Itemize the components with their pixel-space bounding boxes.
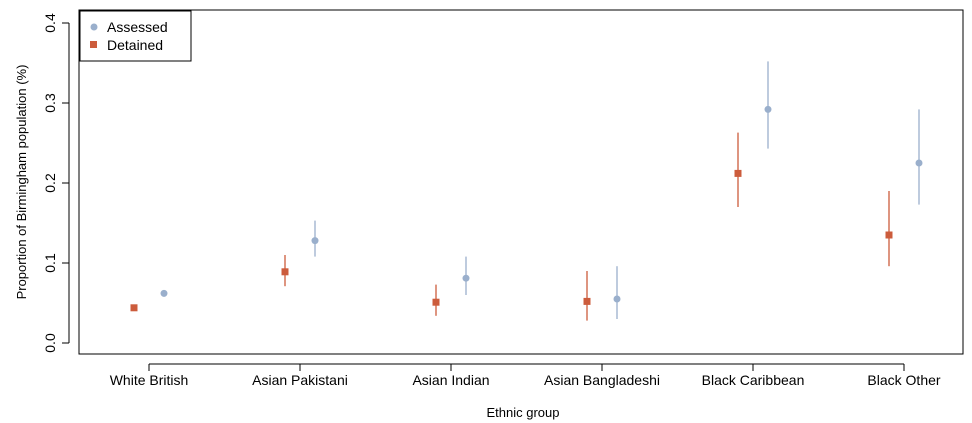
assessed-point bbox=[764, 105, 772, 113]
detained-point bbox=[734, 169, 742, 177]
y-tick-label: 0.0 bbox=[42, 333, 58, 353]
detained-point bbox=[281, 268, 289, 276]
assessed-point bbox=[462, 274, 470, 282]
y-axis-title: Proportion of Birmingham population (%) bbox=[14, 65, 29, 300]
detained-point bbox=[130, 304, 138, 312]
detained-point bbox=[583, 297, 591, 305]
assessed-point bbox=[160, 289, 168, 297]
legend-box bbox=[79, 10, 192, 62]
data-marks bbox=[130, 61, 923, 321]
x-tick-label: Asian Pakistani bbox=[252, 372, 348, 388]
x-tick-label: Black Caribbean bbox=[702, 372, 805, 388]
x-tick-label: Asian Indian bbox=[412, 372, 489, 388]
x-axis-title: Ethnic group bbox=[487, 405, 560, 420]
y-axis: 0.0 0.1 0.2 0.3 0.4 bbox=[42, 13, 70, 353]
assessed-point bbox=[915, 159, 923, 167]
x-tick-label: Asian Bangladeshi bbox=[544, 372, 660, 388]
x-tick-label: White British bbox=[110, 372, 189, 388]
y-tick-label: 0.2 bbox=[42, 173, 58, 193]
legend: Assessed Detained bbox=[79, 10, 192, 62]
detained-point bbox=[885, 231, 893, 239]
legend-detained-marker bbox=[90, 41, 97, 48]
y-tick-label: 0.1 bbox=[42, 253, 58, 273]
legend-assessed-label: Assessed bbox=[107, 19, 168, 35]
assessed-point bbox=[311, 237, 319, 245]
legend-assessed-marker bbox=[90, 23, 98, 31]
y-tick-label: 0.4 bbox=[42, 13, 58, 33]
assessed-point bbox=[613, 295, 621, 303]
legend-detained-label: Detained bbox=[107, 37, 163, 53]
detained-point bbox=[432, 298, 440, 306]
x-tick-label: Black Other bbox=[867, 372, 940, 388]
plot-frame bbox=[78, 9, 964, 355]
y-tick-label: 0.3 bbox=[42, 93, 58, 113]
x-axis: White British Asian Pakistani Asian Indian… bbox=[110, 363, 941, 388]
